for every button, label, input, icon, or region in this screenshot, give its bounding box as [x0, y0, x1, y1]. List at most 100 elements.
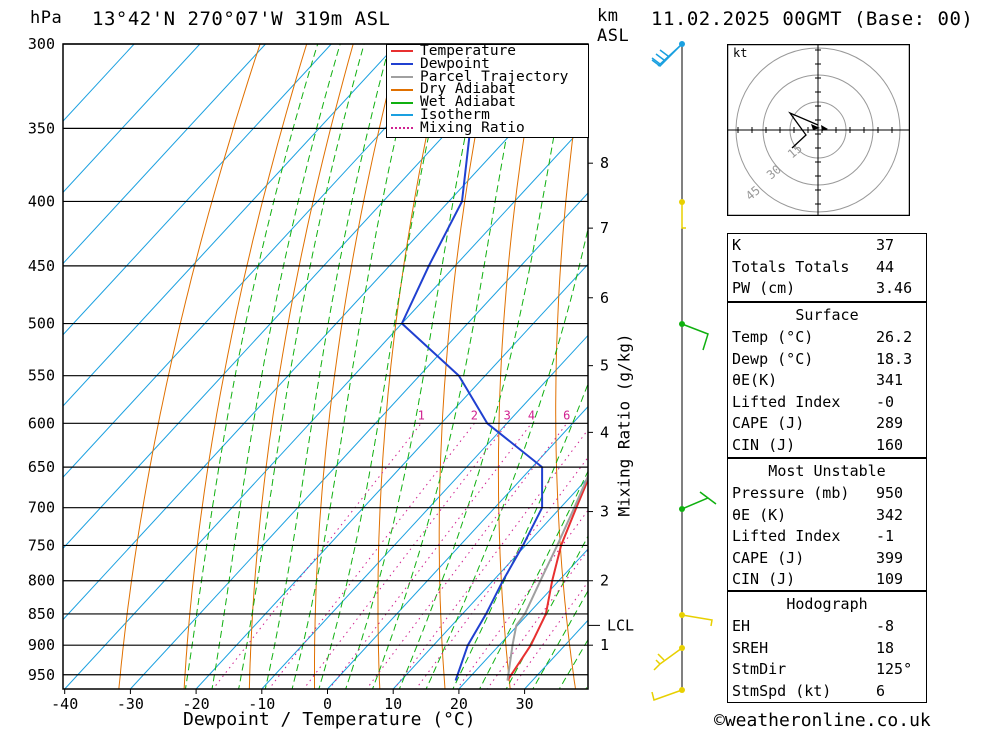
most-unstable-row: Pressure (mb) 950 — [728, 483, 926, 505]
mixing-ratio-value-label: 1 — [418, 408, 425, 422]
most-unstable-label: θE (K) — [732, 505, 787, 524]
pressure-tick-label: 700 — [28, 499, 55, 517]
surface-row: CAPE (J) 289 — [728, 413, 926, 435]
legend-swatch — [391, 75, 413, 78]
dry-adiabat-line — [665, 44, 709, 703]
copyright-link[interactable]: ©weatheronline.co.uk — [714, 710, 931, 731]
wind-barb-300 — [651, 43, 683, 67]
isotherm-line — [195, 263, 588, 689]
legend-item: Mixing Ratio — [387, 121, 588, 135]
station-location: 13°42'N 270°07'W 319m ASL — [92, 8, 391, 30]
pw-value: 3.46 — [876, 279, 913, 298]
wet-adiabat-line — [291, 44, 419, 689]
pressure-tick-label: 550 — [28, 367, 55, 385]
hodograph-trace — [788, 111, 819, 149]
most-unstable-title: Most Unstable — [768, 462, 886, 480]
temp-tick-label: -10 — [248, 695, 275, 713]
pressure-tick-label: 350 — [28, 119, 55, 137]
most-unstable-value: 399 — [876, 548, 904, 567]
pressure-tick-label: 650 — [28, 458, 55, 476]
most-unstable-label: Pressure (mb) — [732, 484, 850, 502]
km-tick-label: 5 — [600, 357, 609, 375]
pressure-tick-label: 400 — [28, 192, 55, 210]
isotherm-line — [63, 44, 529, 550]
legend-swatch — [391, 50, 413, 53]
surface-box: Surface Temp (°C) 26.2 Dewp (°C) 18.3 θE(K) 3… — [727, 302, 927, 458]
surface-label: Temp (°C) — [732, 328, 814, 346]
hodograph-value: 125° — [876, 660, 913, 679]
temperature-line — [506, 477, 588, 682]
hodograph-label: EH — [732, 617, 751, 635]
legend: Temperature Dewpoint Parcel Trajectory Dry … — [386, 44, 589, 138]
surface-value: 18.3 — [876, 349, 913, 368]
parcel-trajectory-line — [506, 473, 588, 681]
mixing-ratio-line — [415, 456, 588, 689]
isotherm-line — [63, 44, 266, 265]
isotherm-line — [63, 44, 201, 194]
surface-row: Dewp (°C) 18.3 — [728, 349, 926, 371]
temp-tick-label: 0 — [323, 695, 332, 713]
surface-value: 160 — [876, 435, 904, 454]
km-tick-label: 6 — [600, 289, 609, 307]
legend-swatch — [391, 114, 413, 117]
dry-adiabat-line — [248, 44, 354, 689]
pressure-tick-label: 800 — [28, 572, 55, 590]
wet-adiabat-line — [479, 470, 588, 689]
wet-adiabat-line — [211, 44, 341, 689]
dry-adiabat-line — [555, 44, 587, 689]
mixing-ratio-value-label: 4 — [528, 408, 535, 422]
wet-adiabat-line — [398, 44, 572, 689]
mixing-ratio-value-label: 20 — [673, 408, 687, 422]
km-tick-label: 7 — [600, 219, 609, 237]
dry-adiabat-line — [183, 44, 308, 689]
surface-label: CAPE (J) — [732, 414, 805, 433]
pressure-tick-label: 600 — [28, 414, 55, 432]
mixing-ratio-value-label: 2 — [471, 408, 478, 422]
hodograph-value: 18 — [876, 638, 895, 657]
pressure-tick-label: 950 — [28, 666, 55, 684]
most-unstable-row: θE (K) 342 — [728, 505, 926, 527]
surface-value: -0 — [876, 392, 895, 411]
hodograph-value: -8 — [876, 617, 895, 635]
legend-swatch — [391, 88, 413, 91]
wind-barb-900 — [653, 647, 683, 671]
pressure-tick-label: 900 — [28, 636, 55, 654]
most-unstable-row: CAPE (J) 399 — [728, 548, 926, 570]
isotherm-line — [392, 477, 588, 689]
dry-adiabat-line — [959, 44, 1000, 703]
x-axis-label: Dewpoint / Temperature (°C) — [183, 709, 476, 730]
legend-item: Wet Adiabat — [387, 95, 588, 109]
mixing-ratio-value-label: 8 — [589, 408, 596, 422]
hodograph-row: EH -8 — [728, 616, 926, 638]
storm-motion-marker — [811, 124, 820, 130]
hodograph-table-title: Hodograph — [786, 595, 868, 613]
km-tick-label: 3 — [600, 503, 609, 521]
surface-value: 26.2 — [876, 328, 913, 346]
hodograph-row: StmSpd (kt) 6 — [728, 681, 926, 703]
basic-indices-box: K 37 Totals Totals 44 PW (cm) 3.46 — [727, 233, 927, 302]
mixing-ratio-line — [328, 422, 532, 689]
surface-row: Temp (°C) 26.2 — [728, 327, 926, 349]
most-unstable-label: CIN (J) — [732, 570, 796, 589]
isotherm-line — [63, 49, 588, 621]
surface-row: θE(K) 341 — [728, 370, 926, 392]
surface-label: Lifted Index — [732, 392, 841, 411]
surface-label: CIN (J) — [732, 435, 796, 454]
isotherm-line — [64, 121, 588, 689]
legend-swatch — [391, 101, 413, 104]
dry-adiabat-line — [377, 44, 447, 689]
pressure-tick-label: 300 — [28, 35, 55, 53]
legend-label: Isotherm — [420, 106, 490, 123]
isotherm-line — [63, 44, 464, 478]
legend-item: Temperature — [387, 44, 588, 58]
totals-totals-value: 44 — [876, 257, 895, 276]
surface-value: 341 — [876, 371, 904, 390]
legend-item: Dewpoint — [387, 57, 588, 71]
km-tick-label: 8 — [600, 154, 609, 172]
legend-label: Dry Adiabat — [420, 81, 517, 98]
forecast-datetime: 11.02.2025 00GMT (Base: 00) — [651, 8, 974, 30]
surface-label: Dewp (°C) — [732, 349, 814, 368]
most-unstable-box: Most Unstable Pressure (mb) 950 θE (K) 342 L… — [727, 458, 927, 591]
dry-adiabat-line — [118, 44, 261, 689]
